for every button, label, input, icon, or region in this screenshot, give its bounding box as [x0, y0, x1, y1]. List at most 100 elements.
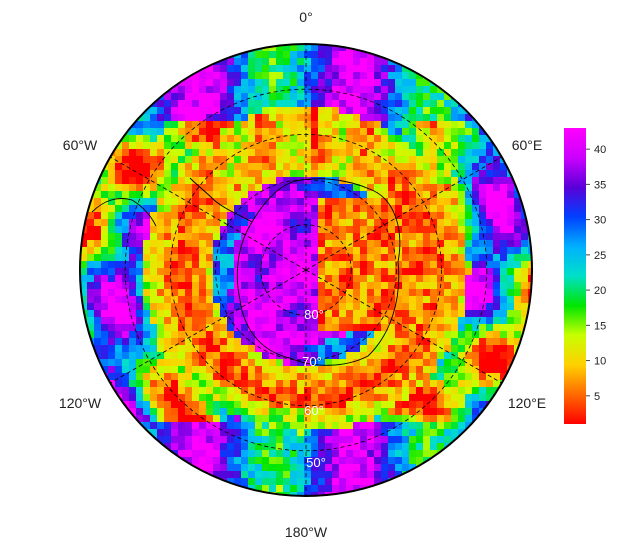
- field-cell: [241, 478, 249, 486]
- field-cell: [493, 254, 501, 262]
- field-cell: [360, 478, 368, 486]
- field-cell: [241, 121, 249, 129]
- field-cell: [416, 219, 424, 227]
- field-cell: [514, 331, 522, 339]
- field-cell: [346, 408, 354, 416]
- field-cell: [178, 233, 186, 241]
- field-cell: [409, 142, 417, 150]
- field-cell: [255, 184, 263, 192]
- field-cell: [269, 93, 277, 101]
- field-cell: [360, 114, 368, 122]
- field-cell: [451, 310, 459, 318]
- field-cell: [227, 450, 235, 458]
- field-cell: [178, 289, 186, 297]
- latitude-label-70: 70°: [302, 354, 322, 369]
- field-cell: [402, 233, 410, 241]
- field-cell: [332, 324, 340, 332]
- field-cell: [507, 184, 515, 192]
- field-cell: [234, 296, 242, 304]
- field-cell: [311, 296, 319, 304]
- field-cell: [374, 310, 382, 318]
- field-cell: [157, 128, 165, 136]
- field-cell: [500, 345, 508, 353]
- field-cell: [416, 205, 424, 213]
- field-cell: [353, 114, 361, 122]
- field-cell: [339, 415, 347, 423]
- field-cell: [185, 310, 193, 318]
- field-cell: [472, 394, 480, 402]
- field-cell: [213, 191, 221, 199]
- field-cell: [269, 422, 277, 430]
- field-cell: [178, 436, 186, 444]
- field-cell: [486, 226, 494, 234]
- field-cell: [304, 184, 312, 192]
- field-cell: [367, 58, 375, 66]
- field-cell: [115, 352, 123, 360]
- field-cell: [402, 184, 410, 192]
- field-cell: [402, 457, 410, 465]
- field-cell: [416, 254, 424, 262]
- field-cell: [374, 107, 382, 115]
- field-cell: [332, 289, 340, 297]
- field-cell: [367, 317, 375, 325]
- field-cell: [150, 415, 158, 423]
- field-cell: [318, 121, 326, 129]
- field-cell: [192, 177, 200, 185]
- field-cell: [479, 261, 487, 269]
- field-cell: [115, 338, 123, 346]
- field-cell: [276, 380, 284, 388]
- field-cell: [339, 366, 347, 374]
- field-cell: [262, 149, 270, 157]
- field-cell: [381, 359, 389, 367]
- field-cell: [94, 303, 102, 311]
- field-cell: [227, 58, 235, 66]
- field-cell: [115, 331, 123, 339]
- field-cell: [164, 128, 172, 136]
- field-cell: [325, 436, 333, 444]
- field-cell: [171, 219, 179, 227]
- field-cell: [339, 310, 347, 318]
- field-cell: [164, 422, 172, 430]
- field-cell: [346, 464, 354, 472]
- field-cell: [388, 261, 396, 269]
- field-cell: [346, 415, 354, 423]
- field-cell: [129, 240, 137, 248]
- field-cell: [199, 184, 207, 192]
- field-cell: [374, 366, 382, 374]
- field-cell: [339, 429, 347, 437]
- field-cell: [122, 282, 130, 290]
- field-cell: [262, 121, 270, 129]
- field-cell: [367, 275, 375, 283]
- field-cell: [374, 317, 382, 325]
- field-cell: [213, 387, 221, 395]
- field-cell: [157, 135, 165, 143]
- field-cell: [311, 93, 319, 101]
- field-cell: [353, 352, 361, 360]
- field-cell: [87, 331, 95, 339]
- field-cell: [255, 422, 263, 430]
- field-cell: [416, 149, 424, 157]
- field-cell: [360, 135, 368, 143]
- field-cell: [157, 317, 165, 325]
- field-cell: [465, 191, 473, 199]
- field-cell: [101, 254, 109, 262]
- field-cell: [416, 86, 424, 94]
- field-cell: [94, 317, 102, 325]
- field-cell: [472, 219, 480, 227]
- field-cell: [129, 338, 137, 346]
- field-cell: [248, 380, 256, 388]
- field-cell: [493, 324, 501, 332]
- field-cell: [276, 198, 284, 206]
- field-cell: [290, 478, 298, 486]
- field-cell: [255, 191, 263, 199]
- field-cell: [129, 198, 137, 206]
- field-cell: [416, 170, 424, 178]
- field-cell: [486, 310, 494, 318]
- field-cell: [409, 366, 417, 374]
- field-cell: [423, 282, 431, 290]
- field-cell: [367, 282, 375, 290]
- field-cell: [500, 226, 508, 234]
- field-cell: [304, 429, 312, 437]
- field-cell: [423, 247, 431, 255]
- field-cell: [437, 149, 445, 157]
